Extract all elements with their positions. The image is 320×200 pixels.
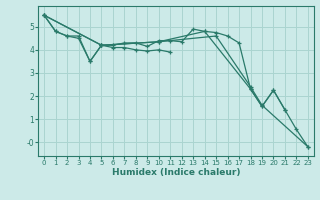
X-axis label: Humidex (Indice chaleur): Humidex (Indice chaleur) — [112, 168, 240, 177]
